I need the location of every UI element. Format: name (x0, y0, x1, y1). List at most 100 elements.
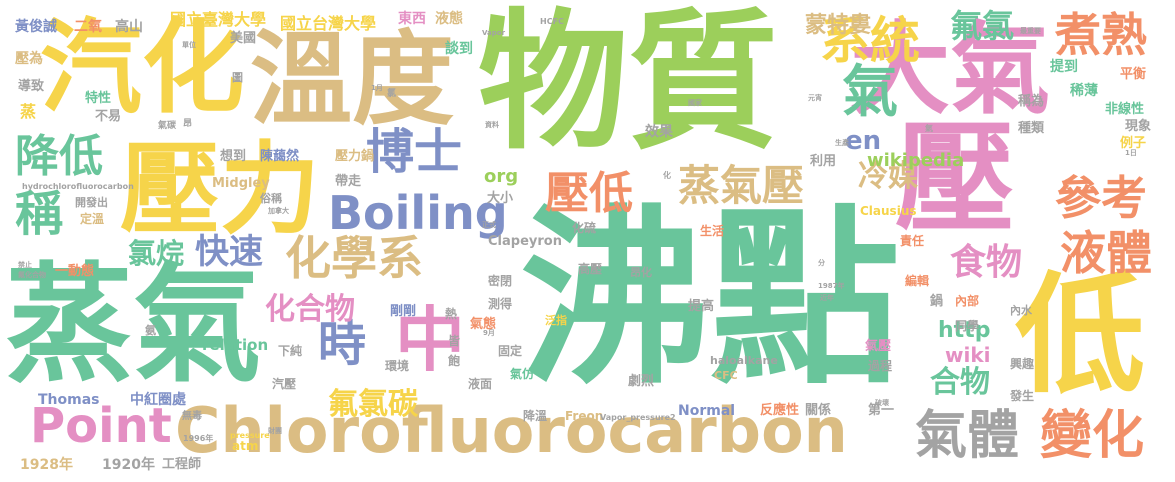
cloud-word: 過程 (868, 359, 893, 373)
cloud-word: relation (202, 336, 269, 354)
cloud-word: 氟化合物 (18, 271, 46, 279)
cloud-word: 液體 (1060, 226, 1152, 280)
cloud-word: 中紅圈處 (130, 392, 186, 408)
cloud-word: 低 (1015, 259, 1146, 411)
cloud-word: 內水 (1010, 304, 1032, 317)
cloud-word: 氣態 (470, 317, 497, 332)
cloud-word: 壓力鍋 (335, 149, 375, 164)
cloud-word: 壓低 (545, 168, 633, 219)
cloud-word: 1996年 (183, 434, 214, 443)
cloud-word: 談到 (445, 41, 473, 57)
cloud-word: 編輯 (905, 274, 930, 288)
cloud-word: 提高 (688, 299, 715, 314)
cloud-word: 昂化 (630, 266, 652, 279)
cloud-word: 氨 (145, 324, 156, 337)
cloud-word: 同學 (955, 319, 980, 333)
cloud-word: 開發出 (75, 196, 108, 209)
cloud-word: 環境 (385, 359, 410, 373)
cloud-word: en (845, 126, 882, 156)
cloud-word: 泛指 (545, 314, 567, 327)
cloud-word: 液態 (435, 11, 463, 27)
cloud-word: 博士 (366, 124, 463, 180)
cloud-word: 提到 (1050, 59, 1078, 75)
cloud-word: 內部 (955, 294, 980, 308)
cloud-word: 化學系 (285, 231, 423, 285)
cloud-word: 國立臺灣大學 (170, 10, 267, 29)
cloud-word: 煮熟 (1055, 8, 1147, 62)
cloud-word: 1日 (1125, 149, 1137, 157)
cloud-word: 特性 (85, 91, 112, 106)
cloud-word: Clausius (860, 204, 917, 218)
cloud-word: 蒸氣壓 (678, 161, 805, 210)
cloud-word: 興趣 (1010, 357, 1035, 371)
cloud-word: org (484, 166, 519, 187)
cloud-word: 冷媒 (858, 159, 918, 194)
cloud-word: 剛剛 (390, 304, 417, 319)
cloud-word: Boiling (328, 186, 508, 240)
cloud-word: wikipedia (867, 150, 965, 171)
cloud-word: 責任 (900, 234, 925, 248)
cloud-word: 氣 (842, 60, 898, 125)
cloud-word: 1987年 (818, 282, 845, 290)
cloud-word: Clapeyron (488, 234, 562, 249)
cloud-word: 近年 (820, 294, 834, 302)
cloud-word: 化硫 (572, 221, 597, 235)
cloud-word: 大氣 (850, 11, 1050, 128)
cloud-word: 利用 (810, 154, 837, 169)
cloud-word: 破壞 (875, 399, 889, 407)
cloud-word: 測得 (488, 297, 513, 311)
cloud-word: 不易 (95, 109, 122, 124)
cloud-word: Vapor (482, 29, 506, 37)
cloud-word: 現象 (1125, 119, 1152, 134)
cloud-word: 高山 (115, 19, 143, 35)
cloud-word: 帶走 (335, 174, 362, 189)
cloud-word: 1928年 (20, 457, 73, 473)
cloud-word: 禁止 (18, 261, 32, 269)
cloud-word: 溫度 (250, 21, 454, 140)
cloud-word: 熱 (445, 307, 458, 321)
cloud-word: 俗稱 (260, 192, 282, 205)
cloud-word: 蒸 (20, 102, 37, 121)
cloud-word: 氣仿 (510, 367, 535, 381)
cloud-word: http (938, 318, 991, 343)
cloud-word: 皆 (448, 334, 461, 348)
cloud-word: 種類 (1018, 121, 1045, 136)
cloud-word: Point (30, 398, 172, 454)
cloud-word: 定溫 (80, 212, 105, 226)
cloud-word: 劇烈 (628, 374, 655, 389)
cloud-word: Midgley (212, 176, 270, 191)
cloud-word: 中 (395, 299, 465, 381)
cloud-word: 稀薄 (1070, 83, 1098, 99)
cloud-word: 關係 (805, 403, 832, 418)
cloud-word: 陳藹然 (260, 149, 300, 164)
cloud-word: 圖 (232, 71, 243, 84)
cloud-word: 分 (818, 259, 825, 267)
cloud-word: 想到 (220, 149, 247, 164)
cloud-word: 氯 (387, 89, 397, 99)
cloud-word: 大小 (487, 191, 514, 206)
cloud-word: 汽壓 (272, 377, 297, 391)
cloud-word: 蒙特婁 (805, 13, 872, 38)
cloud-word: 加拿大 (268, 207, 289, 215)
cloud-word: 固定 (498, 344, 523, 358)
cloud-word: 氣壓 (865, 339, 892, 354)
cloud-word: 氟氯碳 (328, 387, 418, 422)
cloud-word: 黃俊誠 (15, 19, 57, 35)
cloud-word: haloalkane (710, 354, 778, 367)
cloud-word: 反應性 (760, 403, 800, 418)
cloud-word: HCFC (540, 17, 564, 26)
cloud-word: 高壓 (578, 262, 603, 276)
cloud-word: 無毒 (182, 411, 202, 422)
cloud-word: wiki (945, 343, 991, 367)
cloud-word: 稱 (15, 186, 64, 242)
cloud-word: 非線性 (1105, 102, 1145, 117)
cloud-word: 財團 (268, 427, 282, 435)
cloud-word: 壓為 (15, 51, 43, 67)
cloud-word: 9月 (483, 329, 495, 337)
cloud-word: 平衡 (1120, 67, 1147, 82)
cloud-word: Freon (565, 409, 604, 423)
cloud-word: 發生 (1010, 389, 1035, 403)
cloud-word: 蒸氣 (5, 251, 262, 400)
cloud-word: 時 (318, 316, 367, 372)
